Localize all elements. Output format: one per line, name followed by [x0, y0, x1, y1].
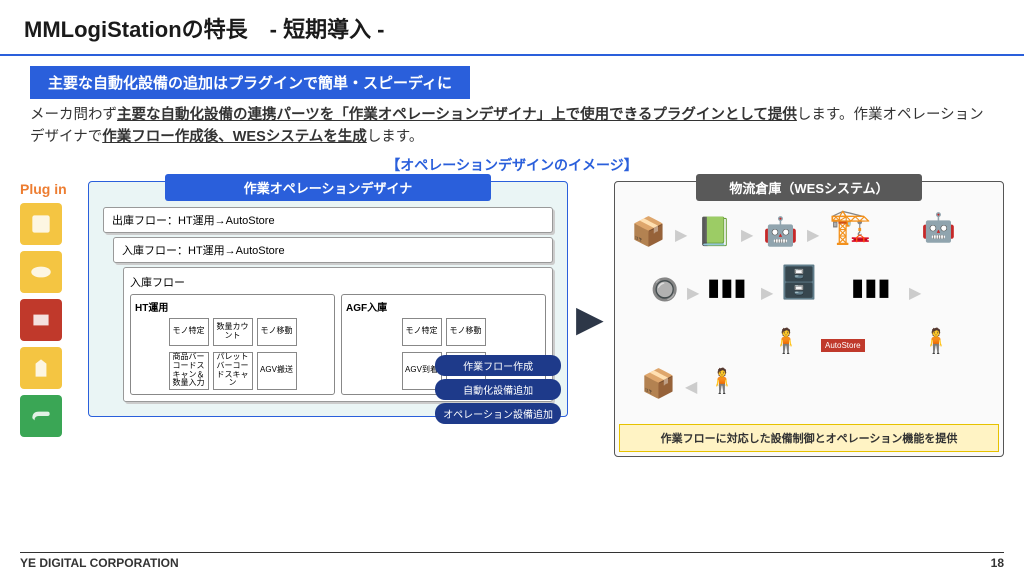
footer-company: YE DIGITAL CORPORATION	[20, 556, 179, 570]
plugin-label: Plug in	[20, 181, 80, 197]
step-box: モノ特定	[169, 318, 209, 346]
warehouse-grid: 📦 ▶ 📗 ▶ 🤖 ▶ 🏗️ 🤖 🔘 ▶ ▮▮▮ ▶ 🗄️ ▮▮▮ ▶ 🧍 Au…	[621, 207, 997, 417]
step-box: モノ移動	[257, 318, 297, 346]
step-box: パレットバーコードスキャン	[213, 352, 253, 390]
page-title: MMLogiStationの特長 - 短期導入 -	[24, 12, 1000, 44]
plugin-piece	[20, 347, 62, 389]
plugin-piece	[20, 299, 62, 341]
designer-panel: 作業オペレーションデザイナ 出庫フロー：HT運用→AutoStore 入庫フロー…	[88, 181, 568, 417]
body-text: メーカ問わず主要な自動化設備の連携パーツを「作業オペレーションデザイナ」上で使用…	[0, 99, 1024, 153]
region-title: HT運用	[135, 299, 330, 314]
step-box: モノ特定	[402, 318, 442, 346]
step-box: AGV搬送	[257, 352, 297, 390]
mini-button[interactable]: 自動化設備追加	[435, 379, 561, 400]
plugin-piece	[20, 395, 62, 437]
mini-button[interactable]: オペレーション設備追加	[435, 403, 561, 424]
flow-card-title: 入庫フロー	[130, 274, 546, 290]
region-title: AGF入庫	[346, 299, 541, 314]
warehouse-panel: 物流倉庫（WESシステム） 📦 ▶ 📗 ▶ 🤖 ▶ 🏗️ 🤖 🔘 ▶ ▮▮▮ ▶…	[614, 181, 1004, 457]
warehouse-footer: 作業フローに対応した設備制御とオペレーション機能を提供	[619, 424, 999, 452]
page-number: 18	[991, 556, 1004, 570]
designer-header: 作業オペレーションデザイナ	[165, 174, 491, 201]
step-box: 商品バーコードスキャン＆数量入力	[169, 352, 209, 390]
button-stack: 作業フロー作成 自動化設備追加 オペレーション設備追加	[435, 355, 561, 424]
region-ht: HT運用 モノ特定 数量カウント モノ移動 商品バーコードスキャン＆数量入力 パ…	[130, 294, 335, 395]
big-arrow-icon: ▶	[576, 298, 606, 340]
plugin-piece	[20, 251, 62, 293]
flow-card: 出庫フロー：HT運用→AutoStore	[103, 207, 553, 233]
plugin-column: Plug in	[20, 181, 80, 443]
plugin-piece	[20, 203, 62, 245]
subtitle: 【オペレーションデザインのイメージ】	[0, 155, 1024, 175]
flow-card: 入庫フロー：HT運用→AutoStore	[113, 237, 553, 263]
autostore-badge: AutoStore	[821, 339, 865, 352]
banner: 主要な自動化設備の追加はプラグインで簡単・スピーディに	[30, 66, 470, 99]
warehouse-header: 物流倉庫（WESシステム）	[696, 174, 922, 201]
step-box: 数量カウント	[213, 318, 253, 346]
mini-button[interactable]: 作業フロー作成	[435, 355, 561, 376]
step-box: モノ移動	[446, 318, 486, 346]
divider	[0, 54, 1024, 56]
